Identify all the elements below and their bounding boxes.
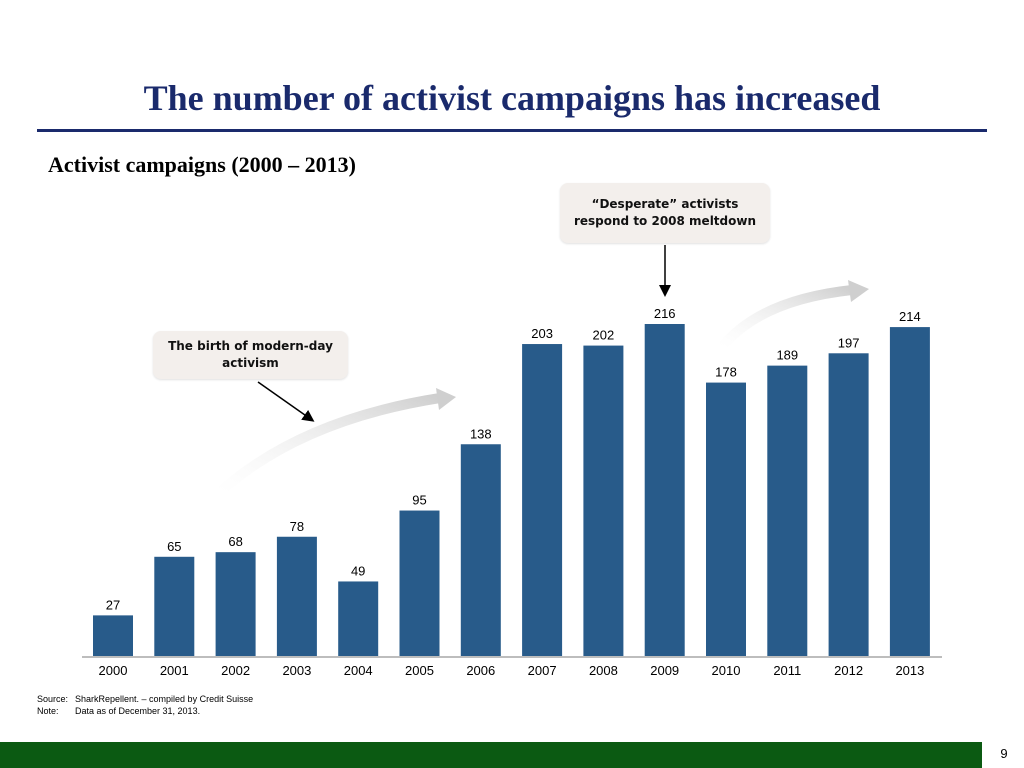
source-label: Source: — [37, 694, 69, 704]
bar-2009 — [644, 324, 685, 657]
x-tick-2002: 2002 — [221, 663, 250, 678]
bar-2004 — [338, 581, 379, 657]
bar-2000 — [93, 615, 133, 657]
x-tick-2001: 2001 — [160, 663, 189, 678]
callout-birth-of-activism: The birth of modern-day activism — [153, 331, 348, 379]
chart-title: Activist campaigns (2000 – 2013) — [48, 152, 356, 177]
bar-2011 — [767, 365, 808, 657]
note-footnote: Note: Data as of December 31, 2013. — [37, 706, 200, 717]
x-tick-2009: 2009 — [650, 663, 679, 678]
callout-2008-line2: respond to 2008 meltdown — [573, 214, 757, 228]
x-tick-2013: 2013 — [895, 663, 924, 678]
data-label-2013: 214 — [899, 309, 921, 324]
source-text: SharkRepellent. – compiled by Credit Sui… — [75, 694, 254, 704]
x-tick-2008: 2008 — [589, 663, 618, 678]
data-label-2011: 189 — [776, 348, 798, 363]
bar-2012 — [828, 353, 869, 657]
callout-birth-line2: activism — [222, 356, 279, 370]
data-label-2004: 49 — [351, 563, 365, 578]
bar-2006 — [460, 444, 501, 657]
data-label-2002: 68 — [228, 534, 242, 549]
x-tick-2005: 2005 — [405, 663, 434, 678]
x-tick-2004: 2004 — [344, 663, 373, 678]
callout-birth-pointer — [257, 381, 315, 422]
data-label-2003: 78 — [290, 519, 304, 534]
bar-2005 — [399, 510, 440, 657]
bar-2013 — [889, 327, 930, 657]
data-label-2001: 65 — [167, 539, 181, 554]
trend-arrow-2 — [717, 280, 869, 352]
bar-chart: 27 2000 65 2001 68 2002 78 2003 49 2004 95 2005 138 2… — [82, 245, 942, 678]
data-label-2009: 216 — [654, 306, 676, 321]
x-tick-2011: 2011 — [773, 663, 801, 678]
data-label-2005: 95 — [412, 493, 426, 508]
data-label-2008: 202 — [593, 328, 615, 343]
x-tick-2006: 2006 — [466, 663, 495, 678]
x-tick-2007: 2007 — [528, 663, 557, 678]
slide-title: The number of activist campaigns has inc… — [143, 78, 881, 118]
data-label-2007: 203 — [531, 326, 553, 341]
source-footnote: Source: SharkRepellent. – compiled by Cre… — [37, 694, 253, 705]
data-label-2012: 197 — [838, 335, 860, 350]
data-label-2010: 178 — [715, 365, 737, 380]
footer-bar — [0, 742, 982, 768]
title-divider — [37, 129, 987, 132]
bar-2002 — [215, 552, 256, 657]
x-tick-2000: 2000 — [99, 663, 128, 678]
callout-2008-line1: “Desperate” activists — [591, 197, 739, 211]
x-tick-2010: 2010 — [712, 663, 741, 678]
note-text: Data as of December 31, 2013. — [75, 706, 201, 716]
bar-2008 — [583, 345, 624, 657]
data-label-2006: 138 — [470, 426, 492, 441]
page-number: 9 — [1000, 746, 1008, 761]
note-label: Note: — [37, 706, 59, 716]
x-tick-2012: 2012 — [834, 663, 863, 678]
bar-2003 — [276, 536, 317, 657]
bar-2007 — [522, 344, 563, 657]
callout-birth-line1: The birth of modern-day — [168, 339, 333, 353]
data-label-2000: 27 — [106, 597, 120, 612]
trend-arrow-1 — [215, 388, 456, 497]
bar-2010 — [706, 382, 746, 657]
x-tick-2003: 2003 — [282, 663, 311, 678]
callout-2008-meltdown: “Desperate” activists respond to 2008 me… — [560, 183, 770, 243]
bar-2001 — [154, 556, 195, 657]
